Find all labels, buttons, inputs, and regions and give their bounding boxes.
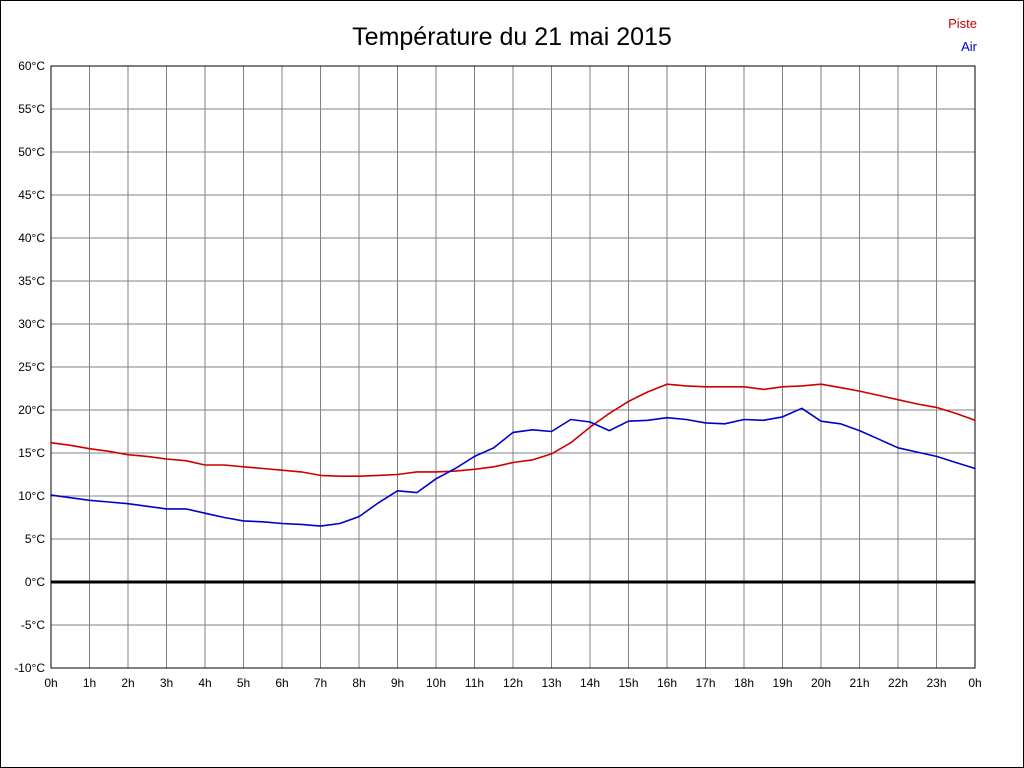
x-axis-tick-label: 15h: [618, 676, 638, 690]
series-line-piste: [50, 383, 976, 478]
y-axis-tick-label: 15°C: [18, 446, 45, 460]
x-axis-tick-label: 16h: [657, 676, 677, 690]
y-axis-tick-label: 30°C: [18, 317, 45, 331]
x-axis-tick-label: 9h: [391, 676, 404, 690]
x-axis-tick-label: 10h: [426, 676, 446, 690]
x-axis-tick-label: 20h: [811, 676, 831, 690]
x-axis-tick-label: 6h: [275, 676, 288, 690]
y-axis-tick-label: -10°C: [14, 661, 45, 675]
x-axis-tick-label: 17h: [695, 676, 715, 690]
y-axis-tick-label: 25°C: [18, 360, 45, 374]
x-axis-tick-label: 0h: [44, 676, 57, 690]
legend-item-piste: Piste: [948, 16, 977, 31]
x-axis-tick-label: 8h: [352, 676, 365, 690]
y-axis-tick-label: 10°C: [18, 489, 45, 503]
legend-item-air: Air: [961, 38, 977, 54]
x-axis-tick-label: 12h: [503, 676, 523, 690]
y-axis-tick-label: 50°C: [18, 145, 45, 159]
x-axis-tick-label: 19h: [772, 676, 792, 690]
y-axis-tick-label: 20°C: [18, 403, 45, 417]
x-axis-tick-label: 18h: [734, 676, 754, 690]
chart-title: Température du 21 mai 2015: [352, 23, 672, 51]
y-axis-tick-label: 35°C: [18, 274, 45, 288]
x-axis-tick-label: 1h: [83, 676, 96, 690]
x-axis-tick-label: 3h: [160, 676, 173, 690]
x-axis-tick-label: 2h: [121, 676, 134, 690]
x-axis-tick-label: 23h: [926, 676, 946, 690]
y-axis-tick-label: -5°C: [21, 618, 45, 632]
y-axis-tick-label: 0°C: [25, 575, 45, 589]
x-axis-tick-label: 7h: [314, 676, 327, 690]
x-axis-tick-label: 21h: [849, 676, 869, 690]
y-axis-tick-label: 55°C: [18, 102, 45, 116]
x-axis-tick-label: 13h: [541, 676, 561, 690]
x-axis-tick-label: 4h: [198, 676, 211, 690]
plot-border: [50, 65, 976, 669]
x-axis-tick-label: 14h: [580, 676, 600, 690]
y-axis-tick-label: 40°C: [18, 231, 45, 245]
x-axis-tick-label: 22h: [888, 676, 908, 690]
chart-legend: Piste Air: [948, 13, 977, 59]
x-axis-tick-label: 11h: [465, 676, 484, 690]
x-axis-tick-label: 0h: [968, 676, 981, 690]
y-axis-tick-label: 5°C: [25, 532, 45, 546]
x-axis-tick-label: 5h: [237, 676, 250, 690]
y-axis-tick-label: 45°C: [18, 188, 45, 202]
series-line-air: [50, 407, 976, 527]
y-axis-tick-label: 60°C: [18, 59, 45, 73]
